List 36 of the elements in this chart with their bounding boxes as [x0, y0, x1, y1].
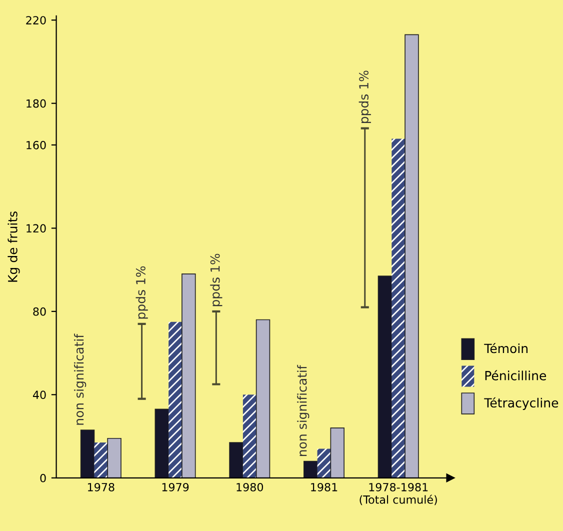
- bar: [182, 274, 196, 478]
- y-tick-label: 80: [33, 307, 46, 316]
- annotation: ppds 1%: [210, 254, 222, 306]
- x-tick-label: 1980: [236, 482, 264, 492]
- y-tick-label: 180: [26, 99, 46, 108]
- bar: [330, 428, 344, 478]
- bar: [80, 430, 95, 478]
- bar: [256, 319, 270, 478]
- x-tick-label: 1979: [162, 482, 189, 492]
- legend-label: Pénicilline: [485, 370, 546, 380]
- bar: [317, 448, 331, 478]
- bar: [107, 438, 122, 478]
- x-tick-label: 1981: [311, 482, 338, 492]
- bar: [303, 460, 318, 478]
- bar: [168, 322, 182, 478]
- x-tick-label: 1978: [88, 482, 114, 492]
- bar: [154, 408, 169, 478]
- legend-label: Tétracycline: [484, 397, 558, 410]
- annotation: non significatif: [74, 334, 86, 425]
- bar: [242, 394, 256, 478]
- y-tick-label: 120: [26, 224, 46, 233]
- bar: [94, 442, 108, 478]
- bar: [392, 138, 406, 478]
- annotation: ppds 1%: [358, 70, 371, 124]
- y-tick-label: 0: [40, 474, 46, 482]
- legend-label: Témoin: [484, 342, 528, 354]
- annotation: ppds 1%: [136, 266, 148, 319]
- x-tick-label: 1978-1981 (Total cumulé): [360, 482, 437, 506]
- y-axis-title: Kg de fruits: [8, 212, 20, 282]
- bar: [404, 34, 419, 478]
- y-tick-label: 40: [32, 390, 46, 400]
- bar: [229, 442, 244, 478]
- annotation: non significatif: [297, 364, 310, 456]
- y-tick-label: 220: [26, 16, 46, 24]
- bar: [378, 276, 392, 478]
- y-tick-label: 160: [26, 140, 46, 150]
